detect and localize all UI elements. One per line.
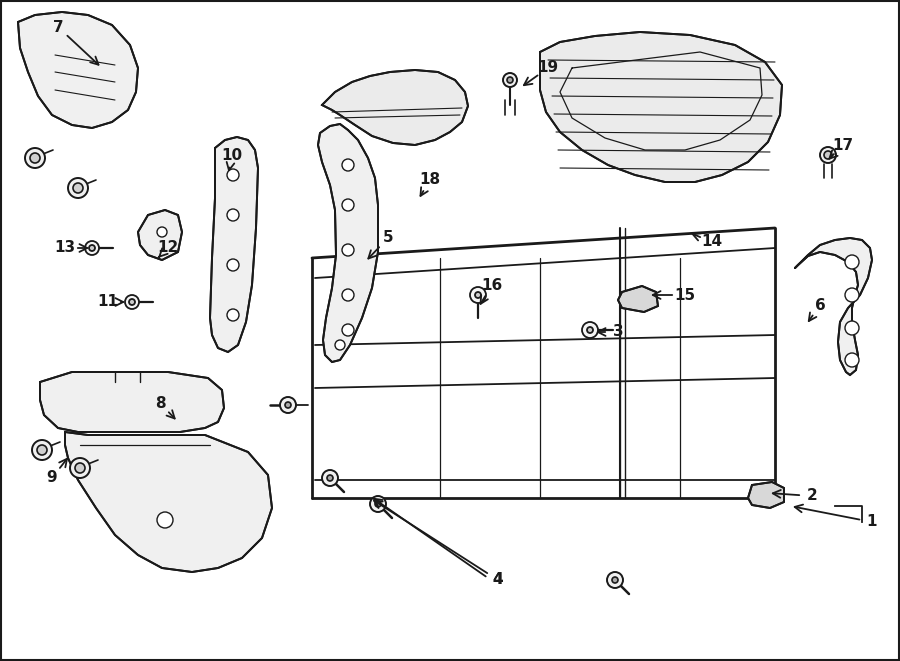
Circle shape xyxy=(37,445,47,455)
Circle shape xyxy=(25,148,45,168)
Circle shape xyxy=(845,255,859,269)
Circle shape xyxy=(845,353,859,367)
Circle shape xyxy=(824,151,832,159)
Text: 16: 16 xyxy=(482,278,502,293)
Circle shape xyxy=(322,470,338,486)
Text: 10: 10 xyxy=(221,147,243,163)
Circle shape xyxy=(68,178,88,198)
Circle shape xyxy=(820,147,836,163)
Text: 12: 12 xyxy=(158,241,178,256)
Circle shape xyxy=(125,295,139,309)
Circle shape xyxy=(342,159,354,171)
Circle shape xyxy=(30,153,40,163)
Circle shape xyxy=(370,496,386,512)
Circle shape xyxy=(582,322,598,338)
Polygon shape xyxy=(560,52,762,150)
Circle shape xyxy=(342,244,354,256)
Text: 3: 3 xyxy=(613,325,624,340)
Circle shape xyxy=(285,402,291,408)
Circle shape xyxy=(75,463,85,473)
Text: 9: 9 xyxy=(47,471,58,485)
Circle shape xyxy=(587,327,593,333)
Text: 5: 5 xyxy=(382,231,393,245)
Circle shape xyxy=(129,299,135,305)
Circle shape xyxy=(227,209,239,221)
Circle shape xyxy=(342,289,354,301)
Circle shape xyxy=(375,501,381,507)
Text: 15: 15 xyxy=(674,288,696,303)
Circle shape xyxy=(470,287,486,303)
Circle shape xyxy=(607,572,623,588)
Text: 1: 1 xyxy=(867,514,877,529)
Text: 17: 17 xyxy=(832,137,853,153)
Text: 4: 4 xyxy=(492,572,503,588)
Polygon shape xyxy=(618,286,658,312)
Text: 7: 7 xyxy=(53,20,63,34)
Circle shape xyxy=(327,475,333,481)
Polygon shape xyxy=(40,372,224,432)
Polygon shape xyxy=(138,210,182,260)
Circle shape xyxy=(157,227,167,237)
Polygon shape xyxy=(65,432,272,572)
Circle shape xyxy=(70,458,90,478)
Circle shape xyxy=(612,577,618,583)
Polygon shape xyxy=(318,124,378,362)
Text: 2: 2 xyxy=(806,488,817,504)
Circle shape xyxy=(845,321,859,335)
Text: 4: 4 xyxy=(492,572,503,588)
Polygon shape xyxy=(795,238,872,375)
Text: 14: 14 xyxy=(701,235,723,249)
Circle shape xyxy=(507,77,513,83)
Circle shape xyxy=(280,397,296,413)
Polygon shape xyxy=(540,32,782,182)
Circle shape xyxy=(845,288,859,302)
Circle shape xyxy=(342,324,354,336)
Circle shape xyxy=(503,73,517,87)
Circle shape xyxy=(335,340,345,350)
Circle shape xyxy=(89,245,95,251)
Circle shape xyxy=(342,199,354,211)
Polygon shape xyxy=(210,137,258,352)
Circle shape xyxy=(227,259,239,271)
Text: 11: 11 xyxy=(97,295,119,309)
Text: 18: 18 xyxy=(419,173,441,188)
Circle shape xyxy=(227,169,239,181)
Text: 13: 13 xyxy=(54,241,76,256)
Circle shape xyxy=(85,241,99,255)
Text: 8: 8 xyxy=(155,395,166,410)
Polygon shape xyxy=(18,12,138,128)
Text: 19: 19 xyxy=(537,61,559,75)
Circle shape xyxy=(157,512,173,528)
Polygon shape xyxy=(748,482,784,508)
Circle shape xyxy=(227,309,239,321)
Circle shape xyxy=(32,440,52,460)
Circle shape xyxy=(475,292,481,298)
Polygon shape xyxy=(322,70,468,145)
Text: 6: 6 xyxy=(814,297,825,313)
Circle shape xyxy=(73,183,83,193)
